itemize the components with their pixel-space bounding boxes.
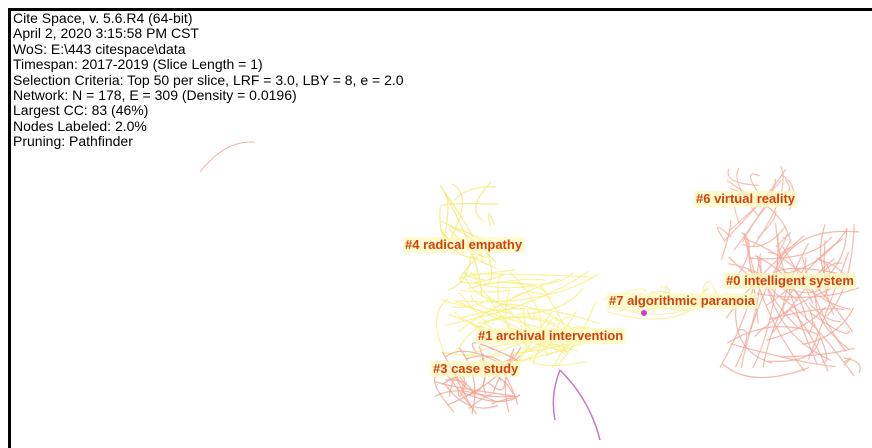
edge	[794, 290, 814, 335]
edge	[448, 183, 464, 242]
edge	[843, 357, 861, 373]
info-line: Pruning: Pathfinder	[13, 133, 133, 150]
edge	[471, 294, 512, 314]
edge	[789, 308, 829, 372]
edge	[756, 255, 800, 330]
edge	[516, 287, 584, 315]
info-panel: Cite Space, v. 5.6.R4 (64-bit) April 2, 2…	[13, 10, 404, 150]
edge	[527, 355, 587, 367]
edge	[459, 253, 481, 283]
edge	[464, 275, 517, 309]
edge	[722, 363, 810, 379]
edge	[717, 226, 732, 243]
info-line: April 2, 2020 3:15:58 PM CST	[13, 25, 199, 42]
edge	[456, 273, 600, 303]
edge	[497, 270, 503, 302]
edge	[475, 181, 492, 222]
edge	[802, 307, 855, 345]
edge	[463, 271, 485, 281]
cluster-label: #4 radical empathy	[403, 237, 525, 253]
edge	[492, 377, 502, 395]
cluster-label: #1 archival intervention	[476, 328, 626, 344]
edge	[468, 273, 593, 278]
edge	[742, 225, 787, 248]
edge	[801, 256, 847, 352]
info-line: Network: N = 178, E = 309 (Density = 0.0…	[13, 87, 297, 104]
edge	[446, 347, 522, 406]
edge	[720, 220, 732, 260]
edge	[509, 291, 553, 302]
cluster-label: #0 intelligent system	[724, 273, 856, 289]
edge	[775, 232, 791, 248]
edge	[443, 382, 499, 409]
edge	[455, 315, 505, 355]
info-line: Timespan: 2017-2019 (Slice Length = 1)	[13, 56, 263, 73]
edge	[843, 357, 851, 366]
frame	[8, 8, 872, 448]
info-line: WoS: E:\443 citespace\data	[13, 40, 186, 57]
edge	[809, 311, 850, 334]
edge	[767, 338, 820, 363]
edge	[459, 289, 511, 293]
edge	[727, 168, 759, 186]
edge	[470, 253, 497, 269]
edge	[447, 255, 472, 291]
node	[641, 310, 647, 316]
edge	[442, 345, 541, 357]
edge	[781, 347, 855, 358]
edge	[509, 271, 542, 327]
edge	[726, 325, 819, 344]
edge	[467, 278, 546, 289]
edge	[440, 203, 499, 207]
edge	[463, 392, 521, 403]
info-line: Largest CC: 83 (46%)	[13, 102, 149, 119]
edge	[767, 251, 781, 255]
edge	[753, 287, 860, 298]
cluster-label: #6 virtual reality	[694, 191, 797, 207]
info-line: Selection Criteria: Top 50 per slice, LR…	[13, 71, 404, 88]
edge	[505, 290, 528, 353]
cluster-label: #7 algorithmic paranoia	[607, 293, 757, 309]
edge	[807, 251, 850, 360]
edge	[734, 329, 748, 368]
edge	[460, 308, 600, 325]
edge	[448, 375, 464, 397]
edge	[199, 141, 256, 173]
edge	[780, 297, 855, 377]
edge	[454, 186, 497, 201]
edge	[552, 369, 561, 421]
edge	[491, 395, 518, 405]
edge	[816, 257, 831, 299]
edge	[719, 253, 762, 368]
edge	[559, 369, 601, 441]
info-line: Nodes Labeled: 2.0%	[13, 117, 147, 134]
edge	[504, 348, 515, 413]
edge	[436, 298, 449, 355]
edge	[434, 380, 516, 397]
edge	[487, 380, 506, 391]
edge	[459, 269, 515, 280]
edge	[488, 213, 495, 227]
edge	[777, 237, 786, 253]
cluster-label: #3 case study	[431, 361, 521, 377]
edge	[471, 342, 496, 353]
edge	[509, 271, 574, 285]
edge	[451, 298, 492, 309]
edge	[542, 343, 555, 357]
info-line: Cite Space, v. 5.6.R4 (64-bit)	[13, 10, 193, 26]
